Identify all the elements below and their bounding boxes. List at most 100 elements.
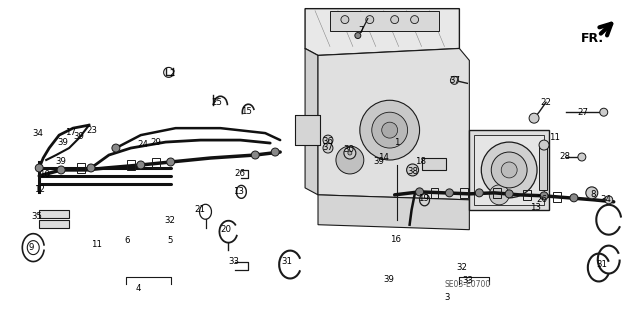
Text: SE03-E0700: SE03-E0700 bbox=[444, 280, 491, 289]
Bar bbox=[474, 135, 544, 205]
Bar bbox=[553, 192, 561, 202]
Circle shape bbox=[366, 16, 374, 24]
Circle shape bbox=[360, 100, 420, 160]
Text: 33: 33 bbox=[228, 257, 239, 266]
Circle shape bbox=[600, 108, 608, 116]
Circle shape bbox=[505, 190, 513, 198]
Text: 33: 33 bbox=[462, 276, 474, 285]
Text: 13: 13 bbox=[530, 203, 541, 211]
Circle shape bbox=[35, 164, 44, 172]
Text: 21: 21 bbox=[195, 205, 205, 214]
Circle shape bbox=[87, 164, 95, 172]
Text: 15: 15 bbox=[241, 107, 252, 116]
Text: 27: 27 bbox=[577, 108, 588, 117]
Text: 39: 39 bbox=[55, 157, 66, 166]
Circle shape bbox=[390, 16, 399, 24]
Bar bbox=[39, 220, 69, 228]
Text: 39: 39 bbox=[383, 275, 394, 284]
Circle shape bbox=[344, 147, 356, 159]
Text: 34: 34 bbox=[33, 129, 44, 138]
Text: 11: 11 bbox=[92, 240, 102, 249]
Circle shape bbox=[381, 122, 397, 138]
Circle shape bbox=[445, 189, 453, 197]
Circle shape bbox=[348, 151, 352, 155]
Text: 24: 24 bbox=[138, 140, 148, 149]
Text: 7: 7 bbox=[358, 26, 364, 35]
Text: 18: 18 bbox=[415, 157, 426, 166]
Text: 4: 4 bbox=[136, 284, 141, 293]
Bar bbox=[431, 188, 438, 198]
Polygon shape bbox=[318, 195, 469, 230]
Circle shape bbox=[578, 153, 586, 161]
Text: 36: 36 bbox=[322, 137, 333, 145]
Bar bbox=[127, 160, 135, 170]
Text: 30: 30 bbox=[343, 145, 354, 154]
Circle shape bbox=[137, 161, 145, 169]
Text: 6: 6 bbox=[125, 236, 131, 245]
Text: 31: 31 bbox=[282, 257, 292, 266]
Bar bbox=[39, 210, 69, 218]
Circle shape bbox=[372, 112, 408, 148]
Text: 38: 38 bbox=[407, 167, 418, 176]
Text: 13: 13 bbox=[233, 187, 244, 196]
Bar bbox=[523, 190, 531, 200]
Text: 35: 35 bbox=[31, 212, 42, 221]
Circle shape bbox=[166, 158, 175, 166]
Circle shape bbox=[57, 166, 65, 174]
Circle shape bbox=[539, 140, 549, 150]
Circle shape bbox=[252, 151, 259, 159]
Text: 31: 31 bbox=[596, 260, 607, 269]
Text: 11: 11 bbox=[549, 133, 560, 142]
Circle shape bbox=[492, 152, 527, 188]
Circle shape bbox=[605, 196, 612, 204]
Circle shape bbox=[415, 188, 424, 196]
Text: 5: 5 bbox=[168, 236, 173, 245]
Text: 37: 37 bbox=[322, 143, 333, 152]
Text: 26: 26 bbox=[235, 169, 246, 178]
Text: 32: 32 bbox=[456, 263, 467, 272]
Text: 29: 29 bbox=[150, 138, 161, 147]
Circle shape bbox=[586, 187, 598, 199]
Circle shape bbox=[540, 192, 548, 200]
Bar bbox=[152, 158, 160, 168]
Circle shape bbox=[529, 113, 539, 123]
Circle shape bbox=[501, 162, 517, 178]
Bar bbox=[539, 145, 547, 190]
Text: 39: 39 bbox=[74, 132, 84, 141]
Text: 20: 20 bbox=[220, 225, 231, 234]
Text: 39: 39 bbox=[58, 138, 68, 147]
Circle shape bbox=[271, 148, 279, 156]
Text: 28: 28 bbox=[560, 152, 571, 161]
Text: 3: 3 bbox=[445, 293, 450, 302]
Circle shape bbox=[336, 146, 364, 174]
Polygon shape bbox=[305, 48, 318, 195]
Circle shape bbox=[112, 144, 120, 152]
Circle shape bbox=[411, 16, 419, 24]
Text: 39: 39 bbox=[373, 157, 384, 166]
Text: 25: 25 bbox=[211, 99, 222, 108]
Text: 16: 16 bbox=[390, 235, 401, 244]
Circle shape bbox=[481, 142, 537, 198]
Text: 22: 22 bbox=[541, 99, 552, 108]
Text: 2: 2 bbox=[170, 69, 175, 78]
Bar bbox=[295, 115, 320, 145]
Circle shape bbox=[323, 135, 333, 145]
Text: 26: 26 bbox=[536, 195, 547, 204]
Text: 23: 23 bbox=[86, 126, 97, 135]
Circle shape bbox=[451, 76, 458, 84]
Text: 19: 19 bbox=[418, 194, 429, 203]
Circle shape bbox=[323, 143, 333, 153]
Text: 17: 17 bbox=[65, 128, 76, 137]
Text: 12: 12 bbox=[34, 185, 45, 194]
Text: 34: 34 bbox=[600, 195, 611, 204]
Text: 14: 14 bbox=[378, 153, 389, 162]
Bar bbox=[330, 11, 440, 31]
Text: 1: 1 bbox=[394, 137, 399, 146]
Circle shape bbox=[406, 164, 419, 176]
Text: 37: 37 bbox=[449, 76, 461, 85]
Bar bbox=[422, 158, 447, 170]
Bar bbox=[460, 188, 468, 198]
Text: FR.: FR. bbox=[581, 32, 604, 45]
Bar bbox=[77, 163, 85, 173]
Text: 8: 8 bbox=[590, 190, 595, 199]
